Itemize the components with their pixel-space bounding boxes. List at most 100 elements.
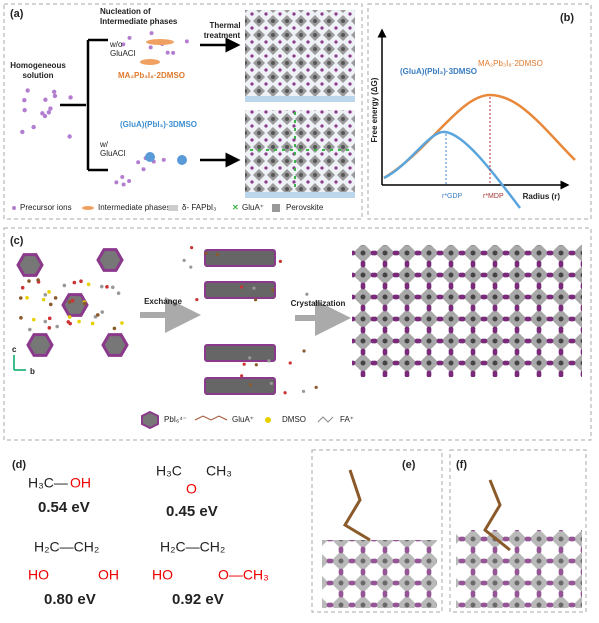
atom [283,391,287,395]
atom [110,285,115,290]
panel-label: (d) [12,459,26,471]
layer [204,377,276,395]
atom [86,282,91,287]
energy: 0.92 eV [172,591,224,608]
atom [271,288,275,292]
branch [86,38,108,172]
energy: 0.54 eV [38,499,90,516]
panel-label: (e) [402,459,416,471]
annotation: r*MDP [483,193,504,200]
layer [204,249,276,267]
ion [121,42,126,47]
solvate [16,248,129,357]
ion [171,50,176,55]
legend-icon [12,206,16,210]
atom [90,321,95,326]
axes-icon [13,355,26,371]
formula: H₂C—CH₂ [34,539,99,555]
formula: H₃C— [28,475,68,491]
legend: Perovskite [286,203,324,212]
perovskite [245,110,355,198]
atom [105,285,109,289]
ion [141,167,146,172]
atom [18,296,23,300]
ion [22,108,27,113]
label: w/ [99,140,109,149]
axis-label: b [30,367,35,376]
perovskite [322,540,437,608]
ion [161,157,166,162]
octahedron [16,253,44,277]
ion [136,160,141,165]
legend-icon [317,416,334,423]
label: (GluA)(PbI₃)·3DMSO [120,120,197,129]
intermediate [146,39,174,45]
ion [68,95,73,100]
label: solution [22,71,53,80]
atom [112,326,117,331]
atom [288,361,292,365]
atom [28,327,32,332]
panel-e [311,449,443,613]
substrate [245,192,355,198]
label: w/o [109,40,123,49]
atom [252,286,256,290]
ion [127,178,132,183]
atom [20,285,25,290]
legend: Precursor ions [20,203,72,212]
legend: DMSO [282,415,306,424]
intermediate-stack [182,246,318,395]
formula: HO [28,567,49,583]
atom [189,265,193,269]
formula: H₂C—CH₂ [160,539,225,555]
atom [25,295,29,300]
axis-title: Radius (r) [523,192,561,201]
atom [269,381,273,385]
ion [51,89,57,95]
ion [121,182,126,187]
formula: O [186,481,197,497]
atom [182,258,186,263]
substrate [245,96,355,102]
legend-icon [194,415,228,421]
ion [67,134,72,139]
octahedron [96,248,124,272]
label: Crystallization [291,299,346,308]
atom [47,316,52,321]
atom [99,284,104,289]
panel-label: (a) [10,8,24,20]
atom [67,315,72,319]
formula: CH₃ [206,463,232,479]
formula: O—CH₃ [218,567,269,583]
atom [68,321,72,326]
atom [253,298,258,302]
panel-label: (b) [560,12,574,24]
legend-icon [168,205,178,211]
atom [95,313,100,317]
atom [43,319,48,324]
molecule [342,469,371,542]
ion [20,129,25,135]
energy: 0.80 eV [44,591,96,608]
layer [204,281,276,299]
ion [148,45,153,50]
panel-b [367,3,592,220]
atom [204,251,208,255]
legend: FA⁺ [340,415,354,424]
atom [48,302,53,307]
legend-icon [141,410,159,430]
atom [47,290,51,294]
atom [248,356,252,360]
intermediate [140,59,160,65]
legend: GluA⁺ [232,415,254,424]
legend-icon: ✕ [232,203,239,212]
atom [267,359,271,363]
legend-icon [82,206,94,210]
intermediate [177,155,187,165]
formula: OH [70,475,91,491]
atom [314,385,318,389]
annotation: MA₂Pb₃I₈·2DMSO [478,59,543,68]
panel-c [3,227,592,441]
molecule [483,479,511,552]
ion [42,113,48,119]
